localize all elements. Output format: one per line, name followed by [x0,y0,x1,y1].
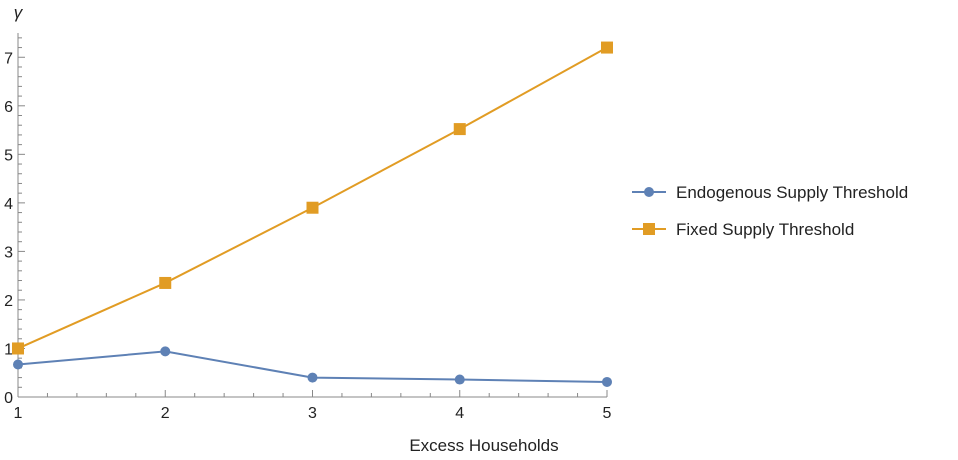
legend-marker [644,187,654,197]
data-point [307,372,318,383]
data-point [602,376,612,387]
data-point [306,201,319,214]
y-tick-label: 0 [4,390,13,407]
y-tick-label: 2 [4,293,13,310]
y-ticks: 0 1 2 3 4 5 6 7 [4,37,25,407]
data-point [601,41,613,54]
y-tick-label: 7 [4,50,13,67]
legend-marker [643,223,655,235]
y-tick-label: 1 [4,341,13,358]
legend-label: Fixed Supply Threshold [676,220,854,239]
series-2 [12,41,613,355]
data-point [159,276,172,289]
data-point [160,346,171,357]
series-1 [13,346,612,387]
series-line [17,46,608,350]
x-tick-label: 1 [14,405,23,422]
legend-label: Endogenous Supply Threshold [676,183,908,202]
data-point [453,123,466,136]
x-tick-label: 5 [603,405,612,422]
data-point [12,342,24,355]
data-point [13,359,23,370]
y-tick-label: 3 [4,244,13,261]
x-ticks: 1 2 3 4 5 [14,390,612,422]
data-point [454,374,465,385]
x-axis-title: Excess Households [409,436,558,455]
y-tick-label: 6 [4,99,13,116]
y-axis-title: γ [14,3,24,22]
series-layer [12,41,613,387]
legend-item: Endogenous Supply Threshold [632,183,908,202]
legend-item: Fixed Supply Threshold [632,220,854,239]
x-tick-label: 3 [308,405,317,422]
y-tick-label: 4 [4,196,13,213]
x-tick-label: 2 [161,405,170,422]
y-tick-label: 5 [4,147,13,164]
x-tick-label: 4 [455,405,464,422]
legend: Endogenous Supply Threshold Fixed Supply … [632,183,908,239]
